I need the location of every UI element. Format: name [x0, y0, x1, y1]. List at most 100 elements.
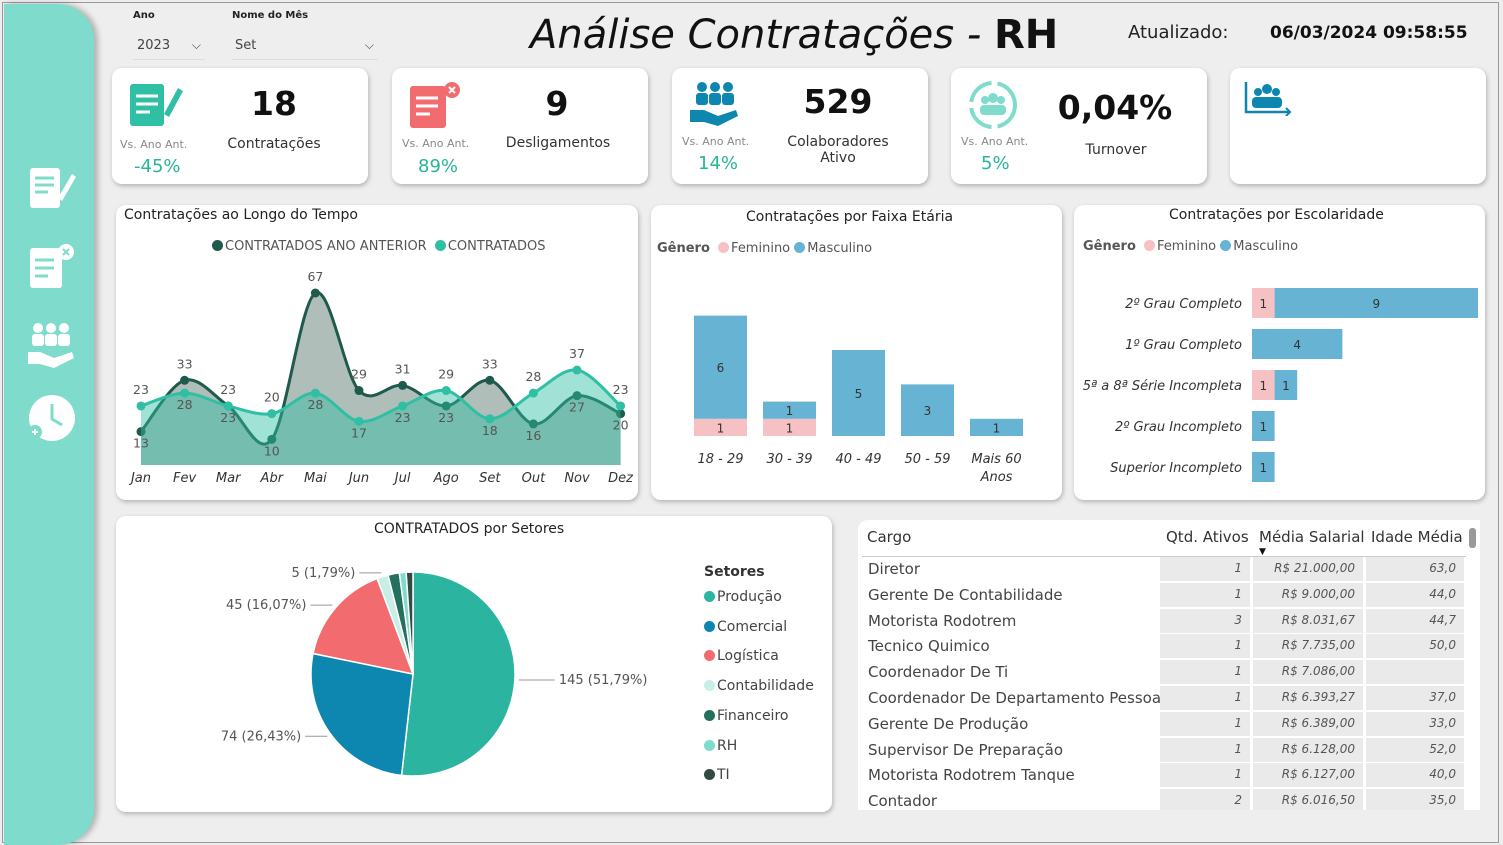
x-tick-label: Set	[479, 471, 501, 486]
bar-male	[1252, 329, 1343, 359]
kpi-vs-label: Vs. Ano Ant.	[120, 138, 188, 151]
legend-dot	[704, 650, 715, 662]
cell-idade-media: 44,0	[1366, 582, 1464, 607]
bar-female	[1252, 370, 1275, 400]
legend-label: Contabilidade	[717, 678, 814, 695]
cell-idade-media: 40,0	[1366, 763, 1464, 788]
updated-value: 06/03/2024 09:58:55	[1270, 23, 1468, 43]
x-tick-label: Abr	[260, 471, 285, 486]
data-point	[398, 401, 408, 411]
termination-document-icon[interactable]	[24, 240, 78, 294]
x-tick-label: 18 - 29	[697, 452, 743, 467]
data-point	[180, 388, 190, 398]
column-header-qtd-ativos[interactable]: Qtd. Ativos	[1166, 528, 1249, 546]
x-tick-label: Mai	[304, 471, 327, 486]
data-label-current: 20	[264, 390, 280, 405]
data-label-male: 1	[1259, 420, 1267, 434]
table-row[interactable]: Motorista Rodotrem 3 R$ 8.031,67 44,7	[858, 608, 1464, 635]
line-chart-card: Contratações ao Longo do Tempo CONTRATAD…	[116, 205, 638, 500]
legend-item-rh[interactable]: RH	[704, 738, 737, 754]
data-point	[136, 427, 146, 437]
bar-male	[763, 401, 816, 419]
legend-title: Setores	[704, 564, 765, 580]
navigation-card[interactable]	[1230, 68, 1486, 184]
table-row[interactable]: Coordenador De Ti 1 R$ 7.086,00	[858, 660, 1464, 686]
kpi-label: Contratações	[227, 136, 321, 152]
table-row[interactable]: Contador 2 R$ 6.016,50 35,0	[858, 789, 1464, 810]
kpi-vs-value: 5%	[981, 153, 1010, 174]
bar-female	[694, 418, 747, 436]
month-filter-dropdown[interactable]: Set ⌵	[232, 38, 378, 60]
kpi-vs-value: 89%	[418, 156, 459, 177]
pie-slice-produção	[400, 571, 516, 777]
data-label-male: 1	[1259, 461, 1267, 475]
page-title-bold: RH	[993, 12, 1059, 58]
table-row[interactable]: Coordenador De Departamento Pessoal 1 R$ 6…	[858, 686, 1464, 712]
kpi-value: 529	[803, 82, 873, 121]
x-tick-label: 30 - 39	[766, 452, 812, 467]
table-row[interactable]: Tecnico Quimico 1 R$ 7.735,00 50,0	[858, 634, 1464, 660]
cell-cargo: Motorista Rodotrem	[868, 611, 1017, 630]
y-tick-label: Superior Incompleto	[1110, 461, 1242, 476]
legend-item-comercial[interactable]: Comercial	[704, 619, 787, 635]
cell-media-salarial: R$ 6.389,00	[1253, 711, 1363, 736]
legend-item-logística[interactable]: Logística	[704, 648, 779, 664]
cell-qtd-ativos: 1	[1160, 686, 1250, 710]
legend-item-ti[interactable]: TI	[704, 767, 730, 783]
column-header-media-salarial[interactable]: Média Salarial	[1259, 528, 1365, 546]
cell-qtd-ativos: 2	[1160, 789, 1250, 810]
data-point	[136, 401, 146, 411]
data-label-current: 28	[307, 397, 323, 412]
kpi-card-colaboradores: Vs. Ano Ant. 14% 529 Colaboradores Ativo	[672, 68, 928, 184]
data-point	[572, 365, 582, 375]
legend-item-financeiro[interactable]: Financeiro	[704, 708, 788, 724]
legend-item-produção[interactable]: Produção	[704, 589, 782, 605]
cell-qtd-ativos: 1	[1160, 660, 1250, 685]
contract-document-icon[interactable]	[24, 162, 78, 216]
year-filter-dropdown[interactable]: 2023 ⌵	[133, 38, 205, 60]
legend-dot	[704, 620, 715, 632]
table-scrollbar[interactable]	[1469, 528, 1476, 548]
cell-cargo: Coordenador De Ti	[868, 663, 1009, 682]
series-area-0	[141, 292, 621, 465]
table-row[interactable]: Gerente De Contabilidade 1 R$ 9.000,00 44,0	[858, 582, 1464, 609]
data-label-current: 23	[613, 382, 629, 397]
legend-label: Comercial	[717, 618, 788, 635]
column-header-cargo[interactable]: Cargo	[867, 528, 912, 546]
kpi-card-turnover: Vs. Ano Ant. 5% 0,04% Turnover	[951, 68, 1207, 184]
bar-male	[832, 350, 885, 436]
legend-label-female: Feminino	[731, 241, 791, 256]
employees-icon[interactable]	[24, 318, 78, 372]
slice-label: 145 (51,79%)	[559, 673, 648, 688]
x-tick-label: Jun	[346, 471, 369, 486]
cell-media-salarial: R$ 6.127,00	[1253, 763, 1363, 788]
legend-item-contabilidade[interactable]: Contabilidade	[704, 678, 814, 694]
table-row[interactable]: Diretor 1 R$ 21.000,00 63,0	[858, 557, 1464, 583]
column-header-idade-media[interactable]: Idade Média	[1371, 528, 1463, 546]
legend-label-male: Masculino	[807, 241, 873, 256]
table-row[interactable]: Gerente De Produção 1 R$ 6.389,00 33,0	[858, 711, 1464, 738]
table-row[interactable]: Motorista Rodotrem Tanque 1 R$ 6.127,00 40,…	[858, 763, 1464, 789]
clock-turnover-icon[interactable]	[24, 392, 78, 446]
cell-media-salarial: R$ 8.031,67	[1253, 608, 1363, 633]
cell-cargo: Contador	[868, 792, 938, 810]
data-label-male: 1	[993, 421, 1001, 435]
table-row[interactable]: Supervisor De Preparação 1 R$ 6.128,00 52,0	[858, 737, 1464, 764]
cell-cargo: Gerente De Produção	[868, 714, 1029, 733]
legend-dot	[704, 591, 715, 602]
y-tick-label: 1º Grau Completo	[1125, 338, 1242, 353]
kpi-card-contratacoes: Vs. Ano Ant. -45% 18 Contratações	[112, 68, 368, 184]
data-label-male: 1	[786, 404, 794, 418]
month-filter-value: Set	[235, 38, 257, 53]
cell-idade-media: 35,0	[1366, 789, 1464, 810]
data-label-female: 1	[1259, 379, 1267, 393]
x-tick-label: Mais 60	[971, 452, 1021, 467]
bar-male	[901, 384, 954, 436]
data-point	[267, 434, 277, 444]
sidebar	[4, 4, 94, 845]
cell-qtd-ativos: 1	[1160, 737, 1250, 762]
bar-male	[1274, 288, 1478, 318]
cell-cargo: Motorista Rodotrem Tanque	[868, 766, 1075, 785]
data-label-previous: 27	[569, 400, 585, 415]
data-label-male: 1	[1282, 379, 1290, 393]
